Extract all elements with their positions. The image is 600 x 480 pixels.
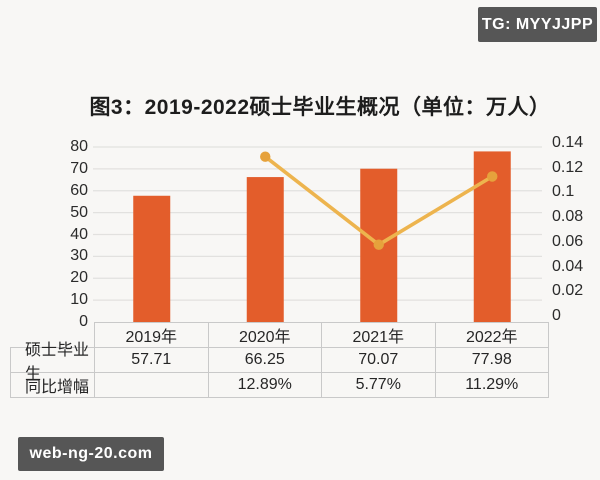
table-cell: 66.25 [208,348,322,373]
watermark-site-badge: web-ng-20.com [18,437,164,471]
table-row-header: 硕士毕业生 [10,342,95,383]
x-axis-label: 2022年 [435,322,549,348]
table-cell: 70.07 [322,348,436,373]
left-axis-tick: 60 [70,181,88,199]
right-axis-tick: 0.08 [552,208,584,226]
right-axis-tick: 0.14 [552,134,584,151]
bar-2019年 [133,195,171,322]
bar-2020年 [246,177,284,322]
left-axis-tick: 50 [70,203,88,221]
right-axis-tick: 0.06 [552,232,584,250]
left-axis-tick: 80 [70,138,88,155]
table-cell: 77.98 [435,348,549,373]
line-marker [373,239,384,250]
left-axis-tick: 70 [70,159,88,177]
right-axis-tick: 0.02 [552,282,584,300]
right-axis-tick: 0.04 [552,257,584,275]
x-axis-label: 2019年 [95,322,209,348]
chart-title: 图3：2019-2022硕士毕业生概况（单位：万人） [89,96,551,119]
table-cell [95,373,209,398]
table-corner-cell [10,322,95,348]
right-axis-tick: 0.12 [552,158,584,176]
table-cell: 11.29% [435,373,549,398]
x-axis-label: 2020年 [208,322,322,348]
table-row-header: 同比增幅 [10,373,95,398]
table-cell: 12.89% [208,373,322,398]
line-marker [260,151,271,162]
data-table: 2019年 2020年 2021年 2022年硕士毕业生 57.71 66.25 70.07… [10,322,549,398]
table-cell: 57.71 [95,348,209,373]
table-cell: 5.77% [322,373,436,398]
right-axis-tick: 0 [552,307,561,324]
left-axis-tick: 10 [70,291,88,309]
left-axis-tick: 0 [79,313,88,330]
left-axis-tick: 30 [70,247,88,265]
watermark-telegram-badge: TG: MYYJJPP [478,7,597,42]
line-marker [487,171,498,182]
left-axis-tick: 40 [70,225,88,243]
left-axis-tick: 20 [70,269,88,287]
x-axis-label: 2021年 [322,322,436,348]
right-axis-tick: 0.1 [552,183,575,201]
